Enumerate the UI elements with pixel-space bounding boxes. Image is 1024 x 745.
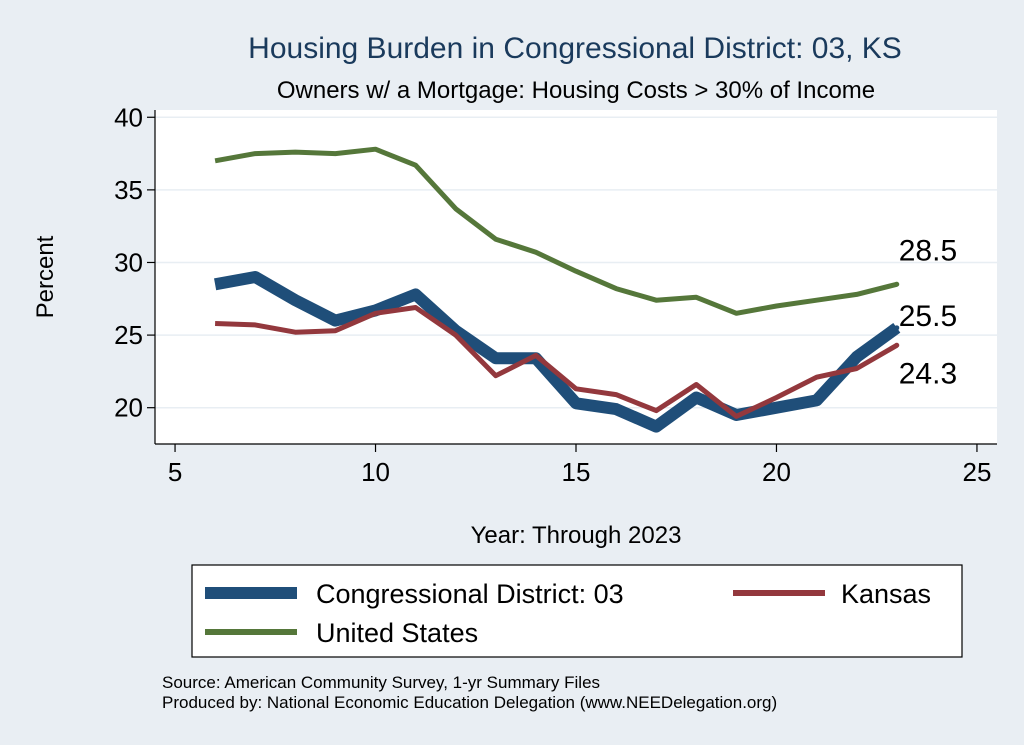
x-tick-label: 25 — [962, 457, 991, 487]
x-axis-title: Year: Through 2023 — [471, 522, 682, 549]
gridlines — [155, 116, 997, 409]
series-line-2 — [214, 146, 898, 316]
x-tick-label: 20 — [762, 457, 791, 487]
y-axis-title: Percent — [32, 235, 59, 318]
source-line: Source: American Community Survey, 1-yr … — [162, 673, 600, 692]
x-tick-label: 10 — [361, 457, 390, 487]
series-end-point-0 — [894, 325, 900, 331]
series-lines — [214, 146, 901, 433]
series-line-1 — [215, 305, 899, 419]
y-tick-label: 35 — [114, 175, 143, 205]
y-tick-label: 20 — [114, 393, 143, 423]
series-end-point-1 — [894, 342, 900, 348]
axis-ticks: 20 25 30 35 40 5 10 15 20 25 — [114, 102, 991, 487]
chart-subtitle: Owners w/ a Mortgage: Housing Costs > 30… — [277, 77, 875, 104]
x-tick-label: 5 — [168, 457, 182, 487]
legend-label-district: Congressional District: 03 — [316, 579, 624, 609]
series-line-0 — [214, 271, 901, 433]
produced-by-line: Produced by: National Economic Education… — [162, 693, 777, 712]
end-label-2: 28.5 — [899, 234, 957, 267]
end-labels: 28.5 25.5 24.3 — [899, 234, 957, 390]
legend-label-kansas: Kansas — [841, 579, 931, 609]
end-label-0: 25.5 — [899, 300, 957, 333]
y-tick-label: 25 — [114, 320, 143, 350]
x-tick-label: 15 — [562, 457, 591, 487]
series-end-point-2 — [894, 281, 900, 287]
y-tick-label: 30 — [114, 247, 143, 277]
chart-title: Housing Burden in Congressional District… — [248, 32, 902, 65]
plot-area — [155, 110, 997, 444]
end-label-1: 24.3 — [899, 357, 957, 390]
y-tick-label: 40 — [114, 102, 143, 132]
legend-label-us: United States — [316, 618, 478, 648]
legend-box — [191, 564, 963, 658]
